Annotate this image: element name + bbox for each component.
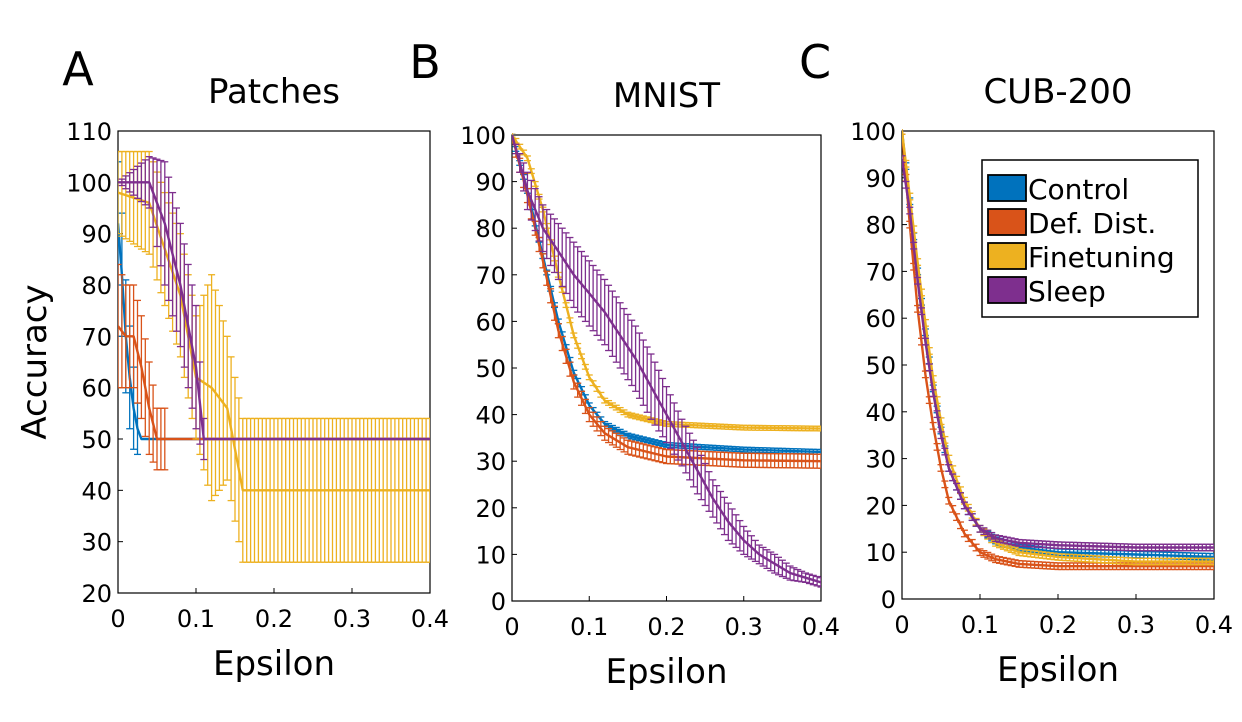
legend-swatch-3 bbox=[987, 242, 1027, 270]
panel-a-ytick-label: 20 bbox=[81, 580, 112, 608]
panel-a-ytick-label: 70 bbox=[81, 323, 112, 351]
legend-swatch-4 bbox=[987, 276, 1027, 304]
panel-b-line-defdist bbox=[512, 134, 821, 463]
panel-b-ytick-label: 20 bbox=[475, 495, 506, 523]
panel-a-xtick-label: 0.2 bbox=[255, 605, 293, 633]
panel-a-series-defdist bbox=[118, 263, 430, 471]
panel-c-ytick-label: 30 bbox=[865, 446, 896, 474]
panel-c-xtick-label: 0.4 bbox=[1195, 611, 1233, 639]
panel-c-line-defdist bbox=[902, 130, 1214, 568]
panel-a-line-defdist bbox=[118, 325, 430, 441]
panel-c-ytick-label: 80 bbox=[865, 212, 896, 240]
panel-b-ytick-label: 50 bbox=[475, 355, 506, 383]
panel-b-xtick-label: 0.1 bbox=[570, 613, 608, 641]
panel-a-xlabel: Epsilon bbox=[213, 644, 335, 684]
panel-a-ytick-label: 100 bbox=[66, 169, 112, 197]
panel-b-ytick-label: 30 bbox=[475, 448, 506, 476]
panel-b-xtick-label: 0.4 bbox=[802, 613, 840, 641]
panel-a-ytick-label: 40 bbox=[81, 477, 112, 505]
legend-swatch-2 bbox=[987, 208, 1027, 236]
panel-c-ytick-label: 100 bbox=[850, 118, 896, 146]
panel-b-title: MNIST bbox=[613, 76, 720, 116]
panel-c-title: CUB-200 bbox=[983, 72, 1132, 112]
panel-c-ytick-label: 50 bbox=[865, 352, 896, 380]
panel-a-series-sleep bbox=[118, 156, 430, 461]
panel-c-plot-area bbox=[902, 129, 1214, 571]
legend-label-4: Sleep bbox=[1028, 275, 1106, 308]
legend-label-1: Control bbox=[1028, 173, 1129, 206]
panel-a-ylabel: Accuracy bbox=[15, 284, 55, 439]
panel-b-xtick-label: 0.3 bbox=[725, 613, 763, 641]
panel-b-ytick-label: 60 bbox=[475, 308, 506, 336]
legend-label-2: Def. Dist. bbox=[1028, 207, 1156, 240]
panel-c-ytick-label: 70 bbox=[865, 258, 896, 286]
panel-b-ytick-label: 100 bbox=[460, 122, 506, 150]
panel-c-line-finetuning bbox=[902, 130, 1214, 563]
panel-a-ytick-label: 60 bbox=[81, 375, 112, 403]
panel-b-plot-area bbox=[512, 133, 821, 588]
panel-a-xtick-label: 0.1 bbox=[177, 605, 215, 633]
panel-b-ytick-label: 0 bbox=[491, 588, 506, 616]
panel-c-xtick-label: 0 bbox=[894, 611, 909, 639]
panel-a-plot-area bbox=[118, 150, 430, 563]
panel-a-ytick-label: 30 bbox=[81, 529, 112, 557]
panel-c-ytick-label: 20 bbox=[865, 492, 896, 520]
panel-b-line-sleep bbox=[512, 134, 821, 584]
panel-b-ytick-label: 90 bbox=[475, 169, 506, 197]
panel-a-title: Patches bbox=[208, 72, 340, 112]
panel-c-ytick-label: 40 bbox=[865, 399, 896, 427]
panel-a-ytick-label: 90 bbox=[81, 221, 112, 249]
legend-swatch-1 bbox=[987, 174, 1027, 202]
panel-a-line-sleep bbox=[118, 181, 430, 441]
panel-c-xtick-label: 0.3 bbox=[1117, 611, 1155, 639]
panel-c-xtick-label: 0.1 bbox=[961, 611, 999, 639]
panel-c-xtick-label: 0.2 bbox=[1039, 611, 1077, 639]
panel-a-xtick-label: 0 bbox=[110, 605, 125, 633]
panel-c-xlabel: Epsilon bbox=[997, 650, 1119, 690]
panel-a-xtick-label: 0.4 bbox=[411, 605, 449, 633]
panel-a-xtick-label: 0.3 bbox=[333, 605, 371, 633]
panel-b-letter: B bbox=[409, 35, 441, 89]
panel-c-line-sleep bbox=[902, 158, 1214, 549]
panel-c-letter: C bbox=[799, 35, 831, 89]
panel-b-line-finetuning bbox=[512, 134, 821, 430]
panel-b-xtick-label: 0.2 bbox=[647, 613, 685, 641]
panel-b-xtick-label: 0 bbox=[504, 613, 519, 641]
panel-c-ytick-label: 0 bbox=[881, 586, 896, 614]
panel-a-ytick-label: 50 bbox=[81, 426, 112, 454]
panel-b-xlabel: Epsilon bbox=[605, 652, 727, 692]
panel-c-ytick-label: 90 bbox=[865, 165, 896, 193]
panel-a-letter: A bbox=[62, 42, 94, 96]
panel-a-ytick-label: 110 bbox=[66, 118, 112, 146]
panel-b-ytick-label: 40 bbox=[475, 402, 506, 430]
legend-label-3: Finetuning bbox=[1028, 241, 1175, 274]
panel-b-ytick-label: 70 bbox=[475, 262, 506, 290]
panel-c-ytick-label: 10 bbox=[865, 539, 896, 567]
panel-c-series-sleep bbox=[902, 155, 1214, 552]
panel-c-ytick-label: 60 bbox=[865, 305, 896, 333]
panel-b-ytick-label: 10 bbox=[475, 541, 506, 569]
panel-b-series-sleep bbox=[512, 134, 821, 588]
panel-a-ytick-label: 80 bbox=[81, 272, 112, 300]
panel-b-ytick-label: 80 bbox=[475, 215, 506, 243]
panel-a: A Patches 0 0.1 0.2 0.3 0.4 20 30 40 50 60 70 80 90 100… bbox=[15, 42, 449, 684]
panel-b: B MNIST 0 0.1 0.2 0.3 0.4 0 10 20 30 40 50 60 70 80 90 10… bbox=[409, 35, 840, 692]
panel-c: C CUB-200 0 0.1 0.2 0.3 0.4 0 10 20 30 40 50 60 70 80 90… bbox=[799, 35, 1233, 690]
